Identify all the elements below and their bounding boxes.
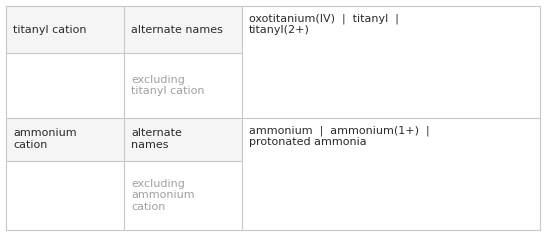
Text: alternate names: alternate names	[131, 25, 223, 34]
Text: ammonium  |  ammonium(1+)  |
protonated ammonia: ammonium | ammonium(1+) | protonated amm…	[249, 125, 430, 147]
Text: ammonium
cation: ammonium cation	[13, 128, 76, 150]
Bar	[6, 6, 124, 53]
Bar	[124, 6, 242, 53]
Text: titanyl cation: titanyl cation	[13, 25, 86, 34]
Text: excluding
titanyl cation: excluding titanyl cation	[131, 75, 205, 96]
Text: excluding
ammonium
cation: excluding ammonium cation	[131, 179, 194, 212]
Text: oxotitanium(IV)  |  titanyl  |
titanyl(2+): oxotitanium(IV) | titanyl | titanyl(2+)	[249, 13, 399, 35]
Bar	[124, 118, 242, 160]
Bar	[6, 118, 124, 160]
Text: alternate
names: alternate names	[131, 128, 182, 150]
